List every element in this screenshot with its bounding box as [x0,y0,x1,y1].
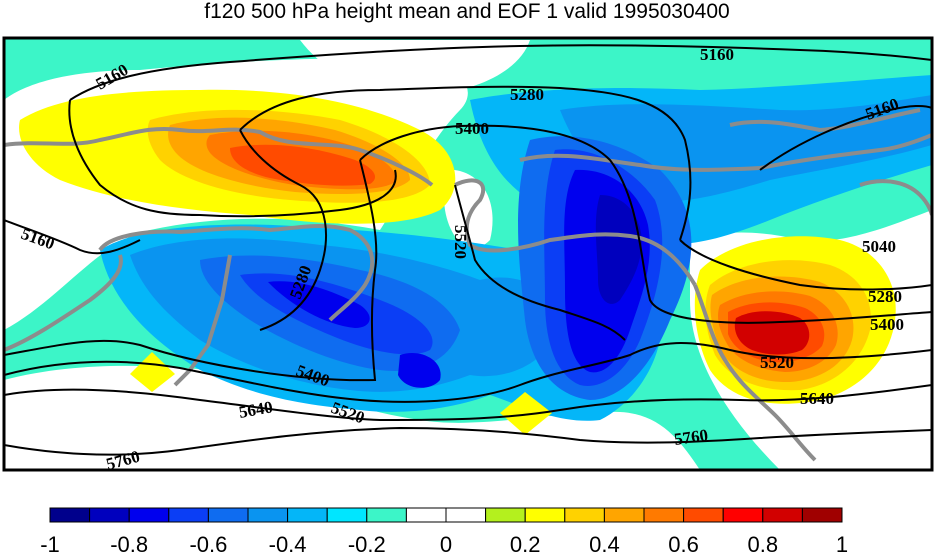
colorbar-swatch [49,507,91,523]
colorbar-swatch [643,507,685,523]
contour-5520-alaska [454,184,626,341]
colorbar-swatch [247,507,289,523]
colorbar-swatch [287,507,328,523]
colorbar-swatch [89,507,130,523]
colorbar-swatch [366,507,407,523]
contour-label: 5760 [673,425,709,449]
colorbar-tick-label: 0.8 [748,532,779,557]
colorbar: -1 -0.8 -0.6 -0.4 -0.2 0 0.2 0.4 0.6 0.8 1 [40,507,848,557]
neg-anomaly-east-core [595,195,642,304]
colorbar-swatch [405,507,447,523]
contour-label: 5040 [862,237,896,256]
colorbar-swatch [326,507,368,523]
coastline-asia-east [98,223,375,322]
contour-label: 5400 [870,315,904,334]
pos-anomaly-west-center [230,144,375,186]
colorbar-swatch [603,507,645,523]
contour-5160-west [68,99,397,218]
colorbar-swatch [128,507,170,523]
colorbar-tick-label: -0.6 [189,532,227,557]
colorbar-tick-label: -1 [40,532,60,557]
coastline-china [4,254,123,352]
colorbar-tick-label: 0.2 [510,532,541,557]
neg-anomaly-west-center [268,281,370,328]
contour-5160-east [759,104,932,171]
colorbar-swatch [762,507,803,523]
contour-label-layer: 5160 5160 5280 5400 5160 5160 5280 5520 … [19,45,904,474]
contour-label: 5640 [800,389,834,408]
contour-5520 [4,342,932,403]
colorbar-swatch [485,507,526,523]
coastline-canada-arctic [519,133,932,172]
height-contour-layer [4,44,932,456]
contour-5160-north [69,44,932,101]
contour-label: 5280 [510,85,544,104]
coastline-arctic-islands [729,108,921,132]
contour-5760 [4,426,932,456]
contour-5160-closed [4,219,141,255]
contour-5400-a [359,124,932,324]
contour-5400-b [4,159,378,382]
pos-anomaly-diamond-south [500,392,552,435]
coastline-japan [173,254,232,387]
neg-anomaly-west-blob [398,352,441,388]
colorbar-swatch [524,507,566,523]
contour-5640 [4,384,932,422]
contour-label: 5520 [451,225,470,259]
colorbar-swatch [445,507,487,523]
colorbar-swatch [801,507,843,523]
colorbar-swatch [564,507,605,523]
contour-label: 5400 [455,119,489,138]
coastline-asia-north [4,126,434,187]
colorbar-tick-label: 0.6 [668,532,699,557]
colorbar-tick-label: -0.4 [269,532,307,557]
coastline-alaska [454,178,697,287]
contour-5280-north [239,85,692,241]
filled-anomaly-layer [4,38,932,470]
map-title: f120 500 hPa height mean and EOF 1 valid… [204,0,730,23]
colorbar-tick-label: 0 [440,532,452,557]
contour-5280-west [239,129,327,331]
colorbar-swatch [722,507,764,523]
colorbar-tick-label: 1 [836,532,848,557]
colorbar-swatch [207,507,249,523]
coastline-layer [4,108,932,462]
contour-5280-east [679,239,932,291]
colorbar-tick-label: 0.4 [589,532,620,557]
map-frame [2,36,934,472]
colorbar-tick-label: -0.2 [348,532,386,557]
colorbar-swatch [168,507,209,523]
contour-label: 5160 [700,45,734,64]
colorbar-swatch [683,507,724,523]
contour-label: 5520 [760,353,794,372]
colorbar-tick-label: -0.8 [110,532,148,557]
pos-anomaly-diamond-west [130,352,175,392]
contour-label: 5280 [868,287,902,306]
